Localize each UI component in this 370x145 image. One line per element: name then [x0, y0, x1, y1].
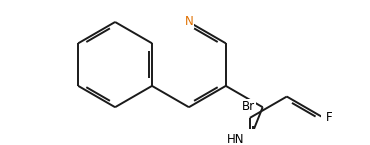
Text: HN: HN: [227, 133, 245, 145]
Text: N: N: [185, 16, 193, 29]
Text: F: F: [326, 111, 333, 124]
Text: Br: Br: [242, 99, 255, 113]
